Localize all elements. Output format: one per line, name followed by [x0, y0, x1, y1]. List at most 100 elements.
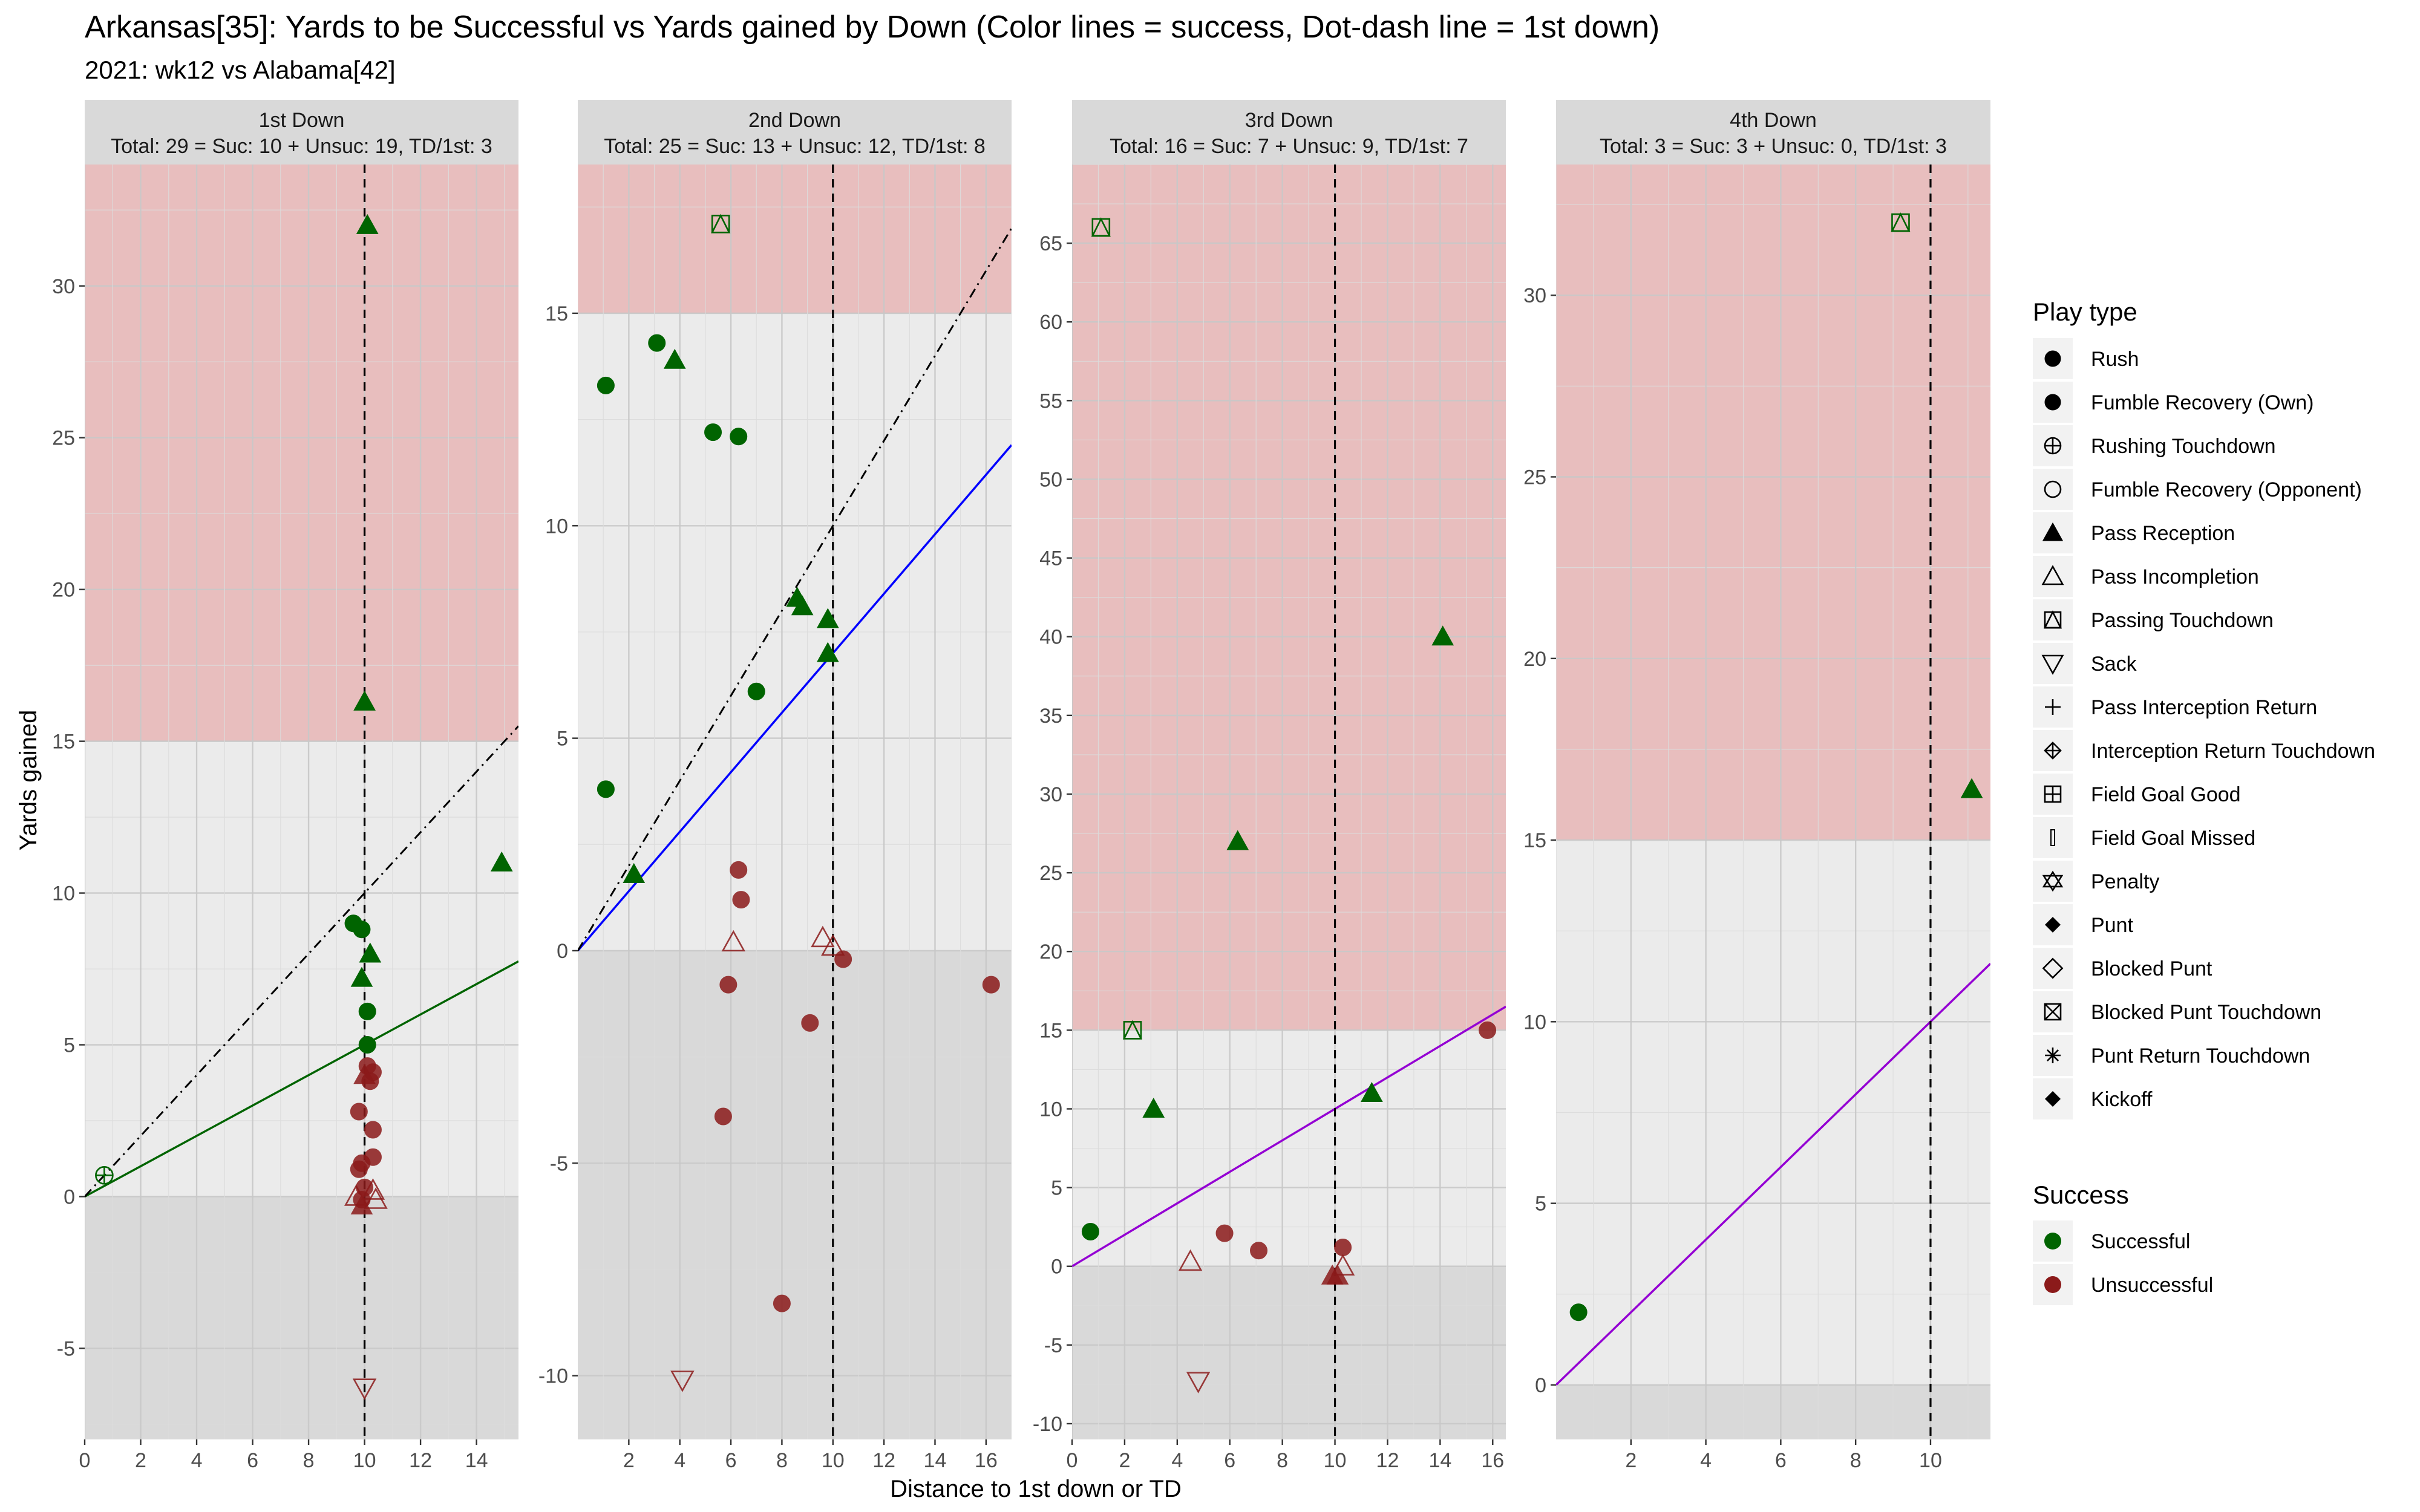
data-point: [597, 376, 615, 394]
x-tick-label: 6: [247, 1449, 258, 1472]
y-tick-label: 10: [545, 515, 568, 538]
legend-title-play-type: Play type: [2033, 298, 2137, 326]
data-point: [663, 348, 686, 369]
legend-item-label: Pass Incompletion: [2091, 565, 2259, 588]
y-tick-label: 0: [557, 940, 568, 963]
x-axis-title: Distance to 1st down or TD: [890, 1476, 1182, 1502]
y-tick-label: 5: [557, 728, 568, 751]
legend-key-bg: [2033, 599, 2073, 640]
facet-strip: [1072, 100, 1506, 165]
data-point: [670, 1370, 695, 1392]
gridlines: [1072, 165, 1506, 1439]
data-point: [1891, 212, 1911, 232]
facet-subtitle: Total: 3 = Suc: 3 + Unsuc: 0, TD/1st: 3: [1600, 135, 1947, 158]
y-tick-label: 0: [1535, 1374, 1546, 1397]
x-tick-label: 2: [1119, 1449, 1130, 1472]
y-tick-label: 30: [52, 275, 75, 298]
negative-yards-region: [1072, 1266, 1506, 1439]
data-point: [597, 780, 615, 798]
legend-icon-filled-circle: [2044, 394, 2061, 411]
y-tick-label: 25: [1039, 862, 1062, 885]
data-point: [714, 1107, 732, 1126]
data-point: [490, 851, 513, 872]
y-tick-label: 20: [52, 579, 75, 602]
data-point: [1361, 1081, 1383, 1102]
x-tick-label: 12: [872, 1449, 895, 1472]
x-tick-label: 16: [1481, 1449, 1504, 1472]
data-point: [1122, 1020, 1143, 1040]
y-tick-label: 10: [1523, 1011, 1546, 1034]
legend-icon-star-of-david: [2042, 870, 2064, 892]
legend-success-swatch: [2044, 1233, 2061, 1250]
data-point: [719, 976, 737, 994]
data-point: [1334, 1238, 1352, 1256]
reference-lines: [1072, 165, 1506, 1439]
y-tick-label: 60: [1039, 311, 1062, 334]
legend-key-bg: [2033, 556, 2073, 597]
reference-lines: [578, 165, 1012, 1439]
x-axis-ticks: 2 4 6 8 10: [1625, 1439, 1942, 1472]
legend-icon-filled-diamond: [2045, 917, 2061, 933]
y-tick-label: 0: [64, 1185, 75, 1208]
success-line: [1072, 1005, 1506, 1268]
data-point: [1431, 625, 1454, 646]
y-tick-label: 15: [52, 731, 75, 754]
chart-subtitle: 2021: wk12 vs Alabama[42]: [85, 56, 396, 84]
data-point: [747, 682, 765, 700]
legend-icon-square-x: [2044, 1003, 2062, 1021]
y-tick-label: 10: [1039, 1098, 1062, 1121]
legend-item-label: Fumble Recovery (Opponent): [2091, 478, 2362, 501]
facet-panel-3: 3rd Down Total: 16 = Suc: 7 + Unsuc: 9, T…: [1033, 100, 1506, 1472]
data-point: [95, 1166, 114, 1185]
legend-key-bg: [2033, 469, 2073, 510]
legend-icon-filled-triangle: [2042, 522, 2064, 541]
data-point: [350, 1160, 368, 1178]
x-tick-label: 2: [1625, 1449, 1637, 1472]
data-point: [1226, 830, 1249, 850]
legend-item-label: Rushing Touchdown: [2091, 435, 2276, 458]
y-tick-label: 35: [1039, 705, 1062, 728]
y-tick-label: 20: [1523, 648, 1546, 671]
y-tick-label: 5: [1051, 1177, 1062, 1200]
facet-strip: [1556, 100, 1990, 165]
x-tick-label: 2: [135, 1449, 146, 1472]
data-point: [801, 1014, 819, 1032]
big-play-region: [578, 165, 1012, 313]
y-tick-label: 65: [1039, 232, 1062, 255]
y-tick-label: -5: [550, 1152, 568, 1175]
gridlines: [1556, 165, 1990, 1439]
legend-icon-circle-plus: [2044, 437, 2062, 455]
y-tick-label: 15: [545, 302, 568, 325]
legend-item-label: Field Goal Good: [2091, 783, 2241, 806]
legend-item-label: Unsuccessful: [2091, 1274, 2213, 1297]
y-tick-label: 55: [1039, 389, 1062, 412]
legend-item-label: Successful: [2091, 1230, 2190, 1253]
reference-lines: [1556, 165, 1990, 1439]
y-tick-label: 25: [52, 427, 75, 450]
success-line: [85, 960, 518, 1198]
facet-strip: [578, 100, 1012, 165]
y-axis-ticks: -10 -5 0 5 10 15: [538, 302, 578, 1388]
x-tick-label: 6: [725, 1449, 737, 1472]
x-tick-label: 8: [303, 1449, 315, 1472]
facet-panel-4: 4th Down Total: 3 = Suc: 3 + Unsuc: 0, TD…: [1523, 100, 1990, 1472]
data-point: [1178, 1249, 1203, 1271]
x-tick-label: 14: [465, 1449, 488, 1472]
data-point: [811, 925, 835, 948]
data-point: [1091, 217, 1111, 237]
legend-success-swatch: [2044, 1276, 2061, 1293]
legend-icon-open-triangle: [2041, 565, 2064, 585]
x-tick-label: 8: [1850, 1449, 1862, 1472]
negative-yards-region: [1556, 1384, 1990, 1439]
legend-key-bg: [2033, 948, 2073, 989]
legend-item-label: Penalty: [2091, 870, 2159, 893]
x-tick-label: 14: [924, 1449, 947, 1472]
data-point: [1142, 1097, 1165, 1118]
data-point: [704, 423, 722, 442]
data-point: [1215, 1224, 1234, 1242]
legend-key-bg: [2033, 817, 2073, 858]
y-tick-label: -5: [1044, 1334, 1062, 1357]
data-points: [95, 213, 513, 1400]
x-tick-label: 4: [1700, 1449, 1712, 1472]
